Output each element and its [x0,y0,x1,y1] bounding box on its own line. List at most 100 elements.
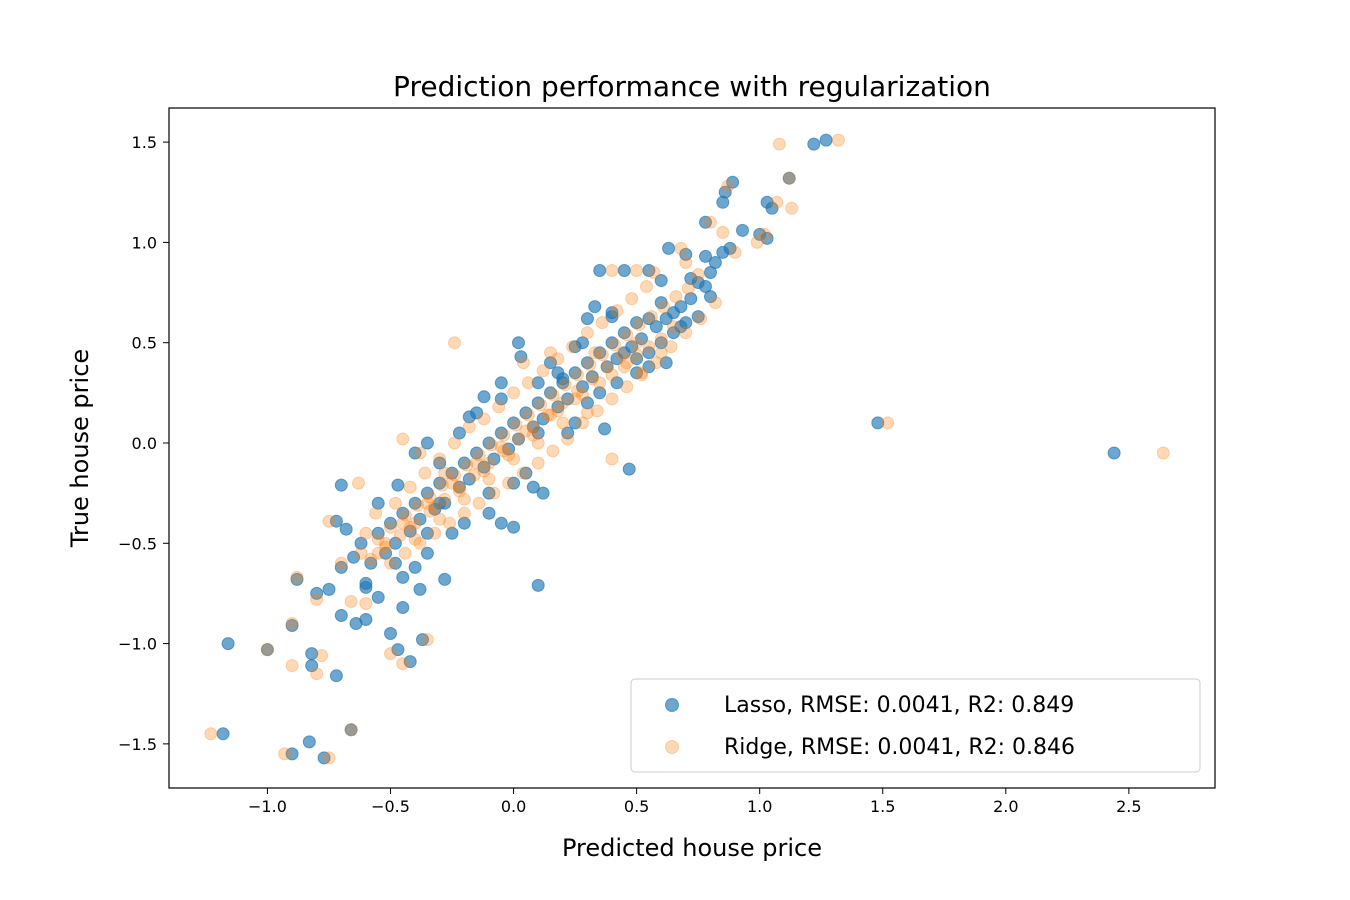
data-point [561,392,575,406]
data-point [644,310,658,324]
data-point [610,352,624,366]
data-point [630,316,644,330]
data-point [647,266,661,279]
data-point [595,348,609,362]
data-point [420,486,434,500]
data-point [708,296,722,310]
data-point [418,466,432,480]
data-point [556,416,570,430]
data-point [509,418,523,432]
data-point [610,304,624,318]
data-point [379,536,393,550]
x-tick-label: −0.5 [371,797,410,816]
data-point [544,356,557,370]
data-point [679,247,693,261]
data-point [721,179,735,193]
data-point [305,659,319,673]
data-point [728,245,742,259]
data-point [654,274,668,287]
series-lasso [216,133,1121,765]
data-point [708,256,722,269]
data-point [642,312,656,326]
y-tick-label: 0.5 [132,334,157,353]
data-point [484,438,498,452]
data-point [605,264,619,277]
data-point [371,496,385,510]
data-point [871,416,885,430]
data-point [329,669,343,683]
data-point [667,326,680,340]
data-point [681,282,695,295]
data-point [659,356,673,370]
data-point [536,364,550,378]
legend-box [630,678,1201,773]
data-point [630,366,644,380]
data-point [460,458,474,472]
data-point [585,372,599,386]
data-point [482,506,496,520]
data-point [457,492,471,506]
data-point [452,480,466,494]
chart-title: Prediction performance with regularizati… [393,70,991,103]
data-point [384,647,397,661]
data-point [605,368,619,382]
data-point [605,452,619,466]
data-point [691,310,705,324]
data-point [438,492,452,506]
data-point [531,456,545,470]
data-point [691,268,705,281]
legend-marker-ridge [665,740,679,754]
data-point [433,476,447,490]
data-point [519,406,533,420]
data-point [561,432,575,446]
data-point [782,171,796,185]
data-point [379,546,393,560]
data-point [204,727,218,741]
data-point [807,137,821,151]
data-point [359,576,373,590]
data-point [716,195,730,209]
data-point [388,496,402,510]
data-point [561,426,575,440]
data-point [617,264,631,277]
data-point [359,526,373,540]
data-point [408,516,422,530]
data-point [536,486,550,500]
data-point [514,350,528,364]
data-point [580,396,594,410]
x-tick-label: 2.5 [1116,797,1141,816]
data-point [408,560,422,574]
data-point [359,613,373,626]
legend-label-ridge: Ridge, RMSE: 0.0041, R2: 0.846 [724,735,1075,760]
data-point [487,452,501,466]
data-point [285,619,299,632]
data-point [221,637,235,651]
data-point [502,442,516,456]
data-point [384,556,397,570]
data-point [334,560,348,574]
data-point [433,512,447,526]
data-point [507,386,521,400]
data-point [519,466,533,480]
data-point [782,171,796,185]
x-tick-label: 1.5 [870,797,895,816]
data-point [347,550,361,564]
points-layer [204,133,1170,765]
data-point [610,376,624,390]
data-point [443,516,457,530]
data-point [526,420,540,434]
data-point [521,376,535,390]
data-point [558,378,572,392]
data-point [1107,446,1121,460]
data-point [654,346,668,360]
ticks-layer: −1.0 −0.5 0.0 0.5 1.0 1.5 2.0 2.5 −1.5 −1.0 −0.5 0.… [118,133,1141,816]
data-point [694,312,708,326]
data-point [396,516,410,530]
data-point [482,472,496,486]
data-point [477,460,491,474]
data-point [482,486,496,500]
data-point [428,500,442,514]
data-point [512,336,525,350]
data-point [388,556,402,570]
data-point [600,360,614,374]
